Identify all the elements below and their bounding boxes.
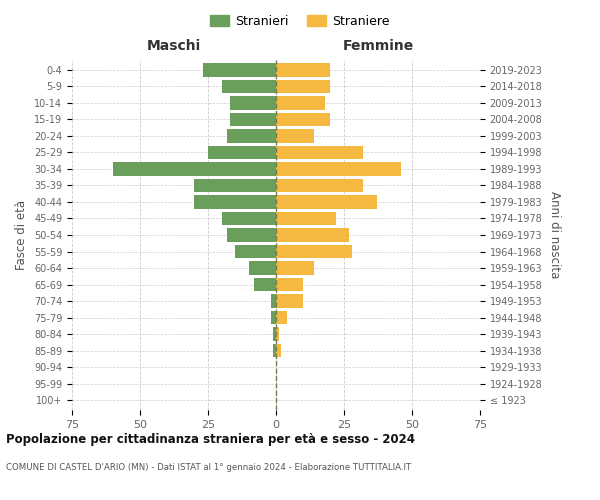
Bar bbox=[276, 179, 363, 192]
Bar bbox=[276, 344, 281, 357]
Bar bbox=[203, 64, 276, 76]
Bar bbox=[276, 162, 401, 175]
Text: Femmine: Femmine bbox=[343, 38, 413, 52]
Bar bbox=[208, 146, 276, 159]
Bar bbox=[276, 228, 349, 241]
Bar bbox=[276, 311, 287, 324]
Bar bbox=[254, 278, 276, 291]
Bar bbox=[235, 245, 276, 258]
Bar bbox=[249, 262, 276, 274]
Bar bbox=[221, 80, 276, 93]
Bar bbox=[276, 80, 331, 93]
Text: Maschi: Maschi bbox=[147, 38, 201, 52]
Text: Popolazione per cittadinanza straniera per età e sesso - 2024: Popolazione per cittadinanza straniera p… bbox=[6, 432, 415, 446]
Bar bbox=[221, 212, 276, 225]
Bar bbox=[271, 311, 276, 324]
Bar bbox=[276, 294, 303, 308]
Y-axis label: Fasce di età: Fasce di età bbox=[16, 200, 28, 270]
Y-axis label: Anni di nascita: Anni di nascita bbox=[548, 192, 561, 278]
Bar bbox=[276, 212, 336, 225]
Bar bbox=[194, 196, 276, 208]
Text: COMUNE DI CASTEL D'ARIO (MN) - Dati ISTAT al 1° gennaio 2024 - Elaborazione TUTT: COMUNE DI CASTEL D'ARIO (MN) - Dati ISTA… bbox=[6, 462, 411, 471]
Bar bbox=[276, 245, 352, 258]
Bar bbox=[276, 278, 303, 291]
Bar bbox=[227, 130, 276, 142]
Legend: Stranieri, Straniere: Stranieri, Straniere bbox=[206, 11, 394, 32]
Bar bbox=[276, 96, 325, 110]
Bar bbox=[230, 96, 276, 110]
Bar bbox=[194, 179, 276, 192]
Bar bbox=[227, 228, 276, 241]
Bar bbox=[113, 162, 276, 175]
Bar bbox=[276, 130, 314, 142]
Bar bbox=[230, 113, 276, 126]
Bar bbox=[276, 113, 331, 126]
Bar bbox=[271, 294, 276, 308]
Bar bbox=[276, 146, 363, 159]
Bar bbox=[273, 344, 276, 357]
Bar bbox=[276, 262, 314, 274]
Bar bbox=[276, 64, 331, 76]
Bar bbox=[273, 328, 276, 340]
Bar bbox=[276, 196, 377, 208]
Bar bbox=[276, 328, 279, 340]
